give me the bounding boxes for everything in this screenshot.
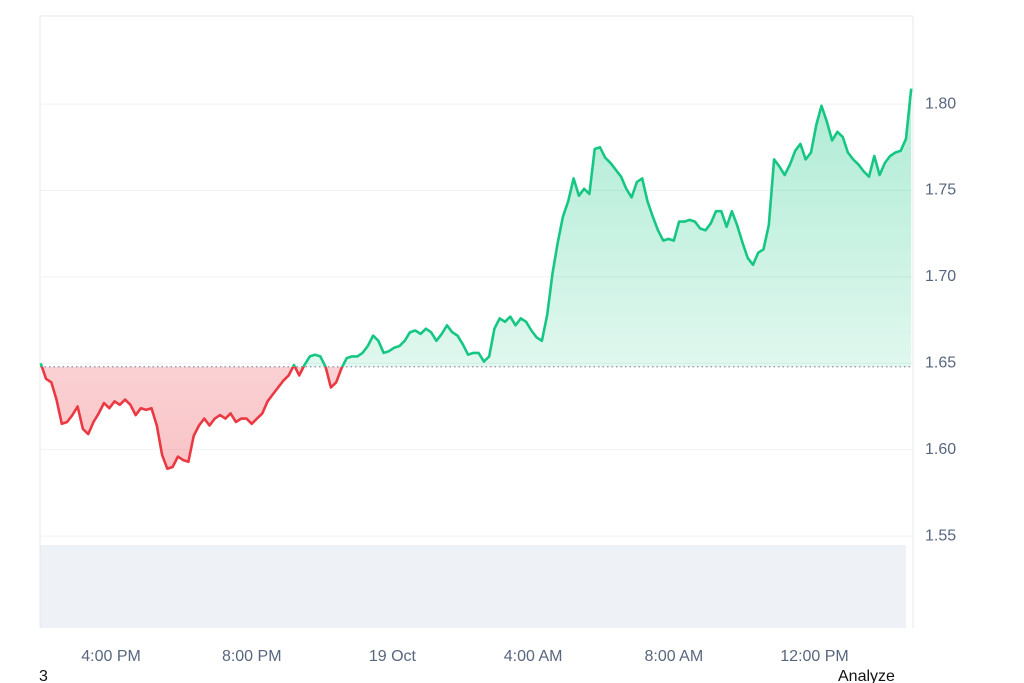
footer-left: 3: [39, 668, 48, 683]
y-tick-label: 1.55: [925, 527, 956, 544]
x-tick-label: 12:00 PM: [780, 648, 848, 665]
x-tick-label: 19 Oct: [369, 648, 417, 665]
x-tick-label: 4:00 AM: [504, 648, 563, 665]
area-up: [40, 88, 912, 367]
x-tick-label: 4:00 PM: [81, 648, 141, 665]
x-tick-label: 8:00 PM: [222, 648, 282, 665]
area-down: [40, 366, 912, 469]
price-line-up: [39, 88, 913, 367]
volume-band: [40, 545, 906, 628]
price-line-down: [40, 366, 344, 470]
footer-right[interactable]: Analyze: [838, 668, 895, 683]
y-tick-label: 1.65: [925, 355, 956, 372]
y-tick-label: 1.60: [925, 441, 956, 458]
y-tick-label: 1.75: [925, 182, 956, 199]
y-tick-label: 1.70: [925, 268, 956, 285]
y-tick-label: 1.80: [925, 95, 956, 112]
x-tick-label: 8:00 AM: [644, 648, 703, 665]
